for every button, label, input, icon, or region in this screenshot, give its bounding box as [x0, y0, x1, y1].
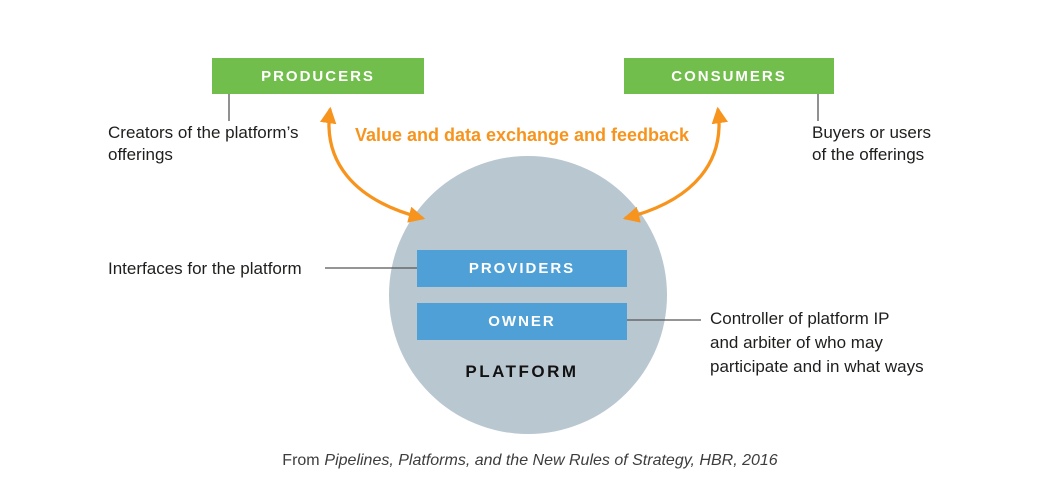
caption-prefix: From [282, 452, 320, 469]
caption: From Pipelines, Platforms, and the New Ru… [0, 452, 1060, 470]
consumers-platform-exchange-arrow [622, 106, 728, 223]
platform-label: PLATFORM [465, 362, 579, 381]
consumers-note: Buyers or users of the offerings [812, 123, 932, 164]
consumers-label: CONSUMERS [671, 67, 787, 85]
consumers-box: CONSUMERS [624, 58, 834, 94]
producers-note: Creators of the platform’s offerings [108, 123, 299, 164]
owner-box: OWNER [417, 303, 627, 340]
platform-circle [389, 156, 667, 434]
providers-label: PROVIDERS [468, 260, 576, 277]
caption-source: Pipelines, Platforms, and the New Rules … [324, 452, 778, 469]
producers-label: PRODUCERS [261, 67, 375, 85]
owner-label: OWNER [488, 313, 556, 330]
owner-note: Controller of platform IP and arbiter of… [710, 309, 924, 376]
providers-box: PROVIDERS [417, 250, 627, 287]
providers-note: Interfaces for the platform [108, 259, 302, 278]
exchange-label: Value and data exchange and feedback [354, 125, 690, 145]
producers-box: PRODUCERS [212, 58, 424, 94]
producers-platform-exchange-arrow [320, 106, 426, 223]
